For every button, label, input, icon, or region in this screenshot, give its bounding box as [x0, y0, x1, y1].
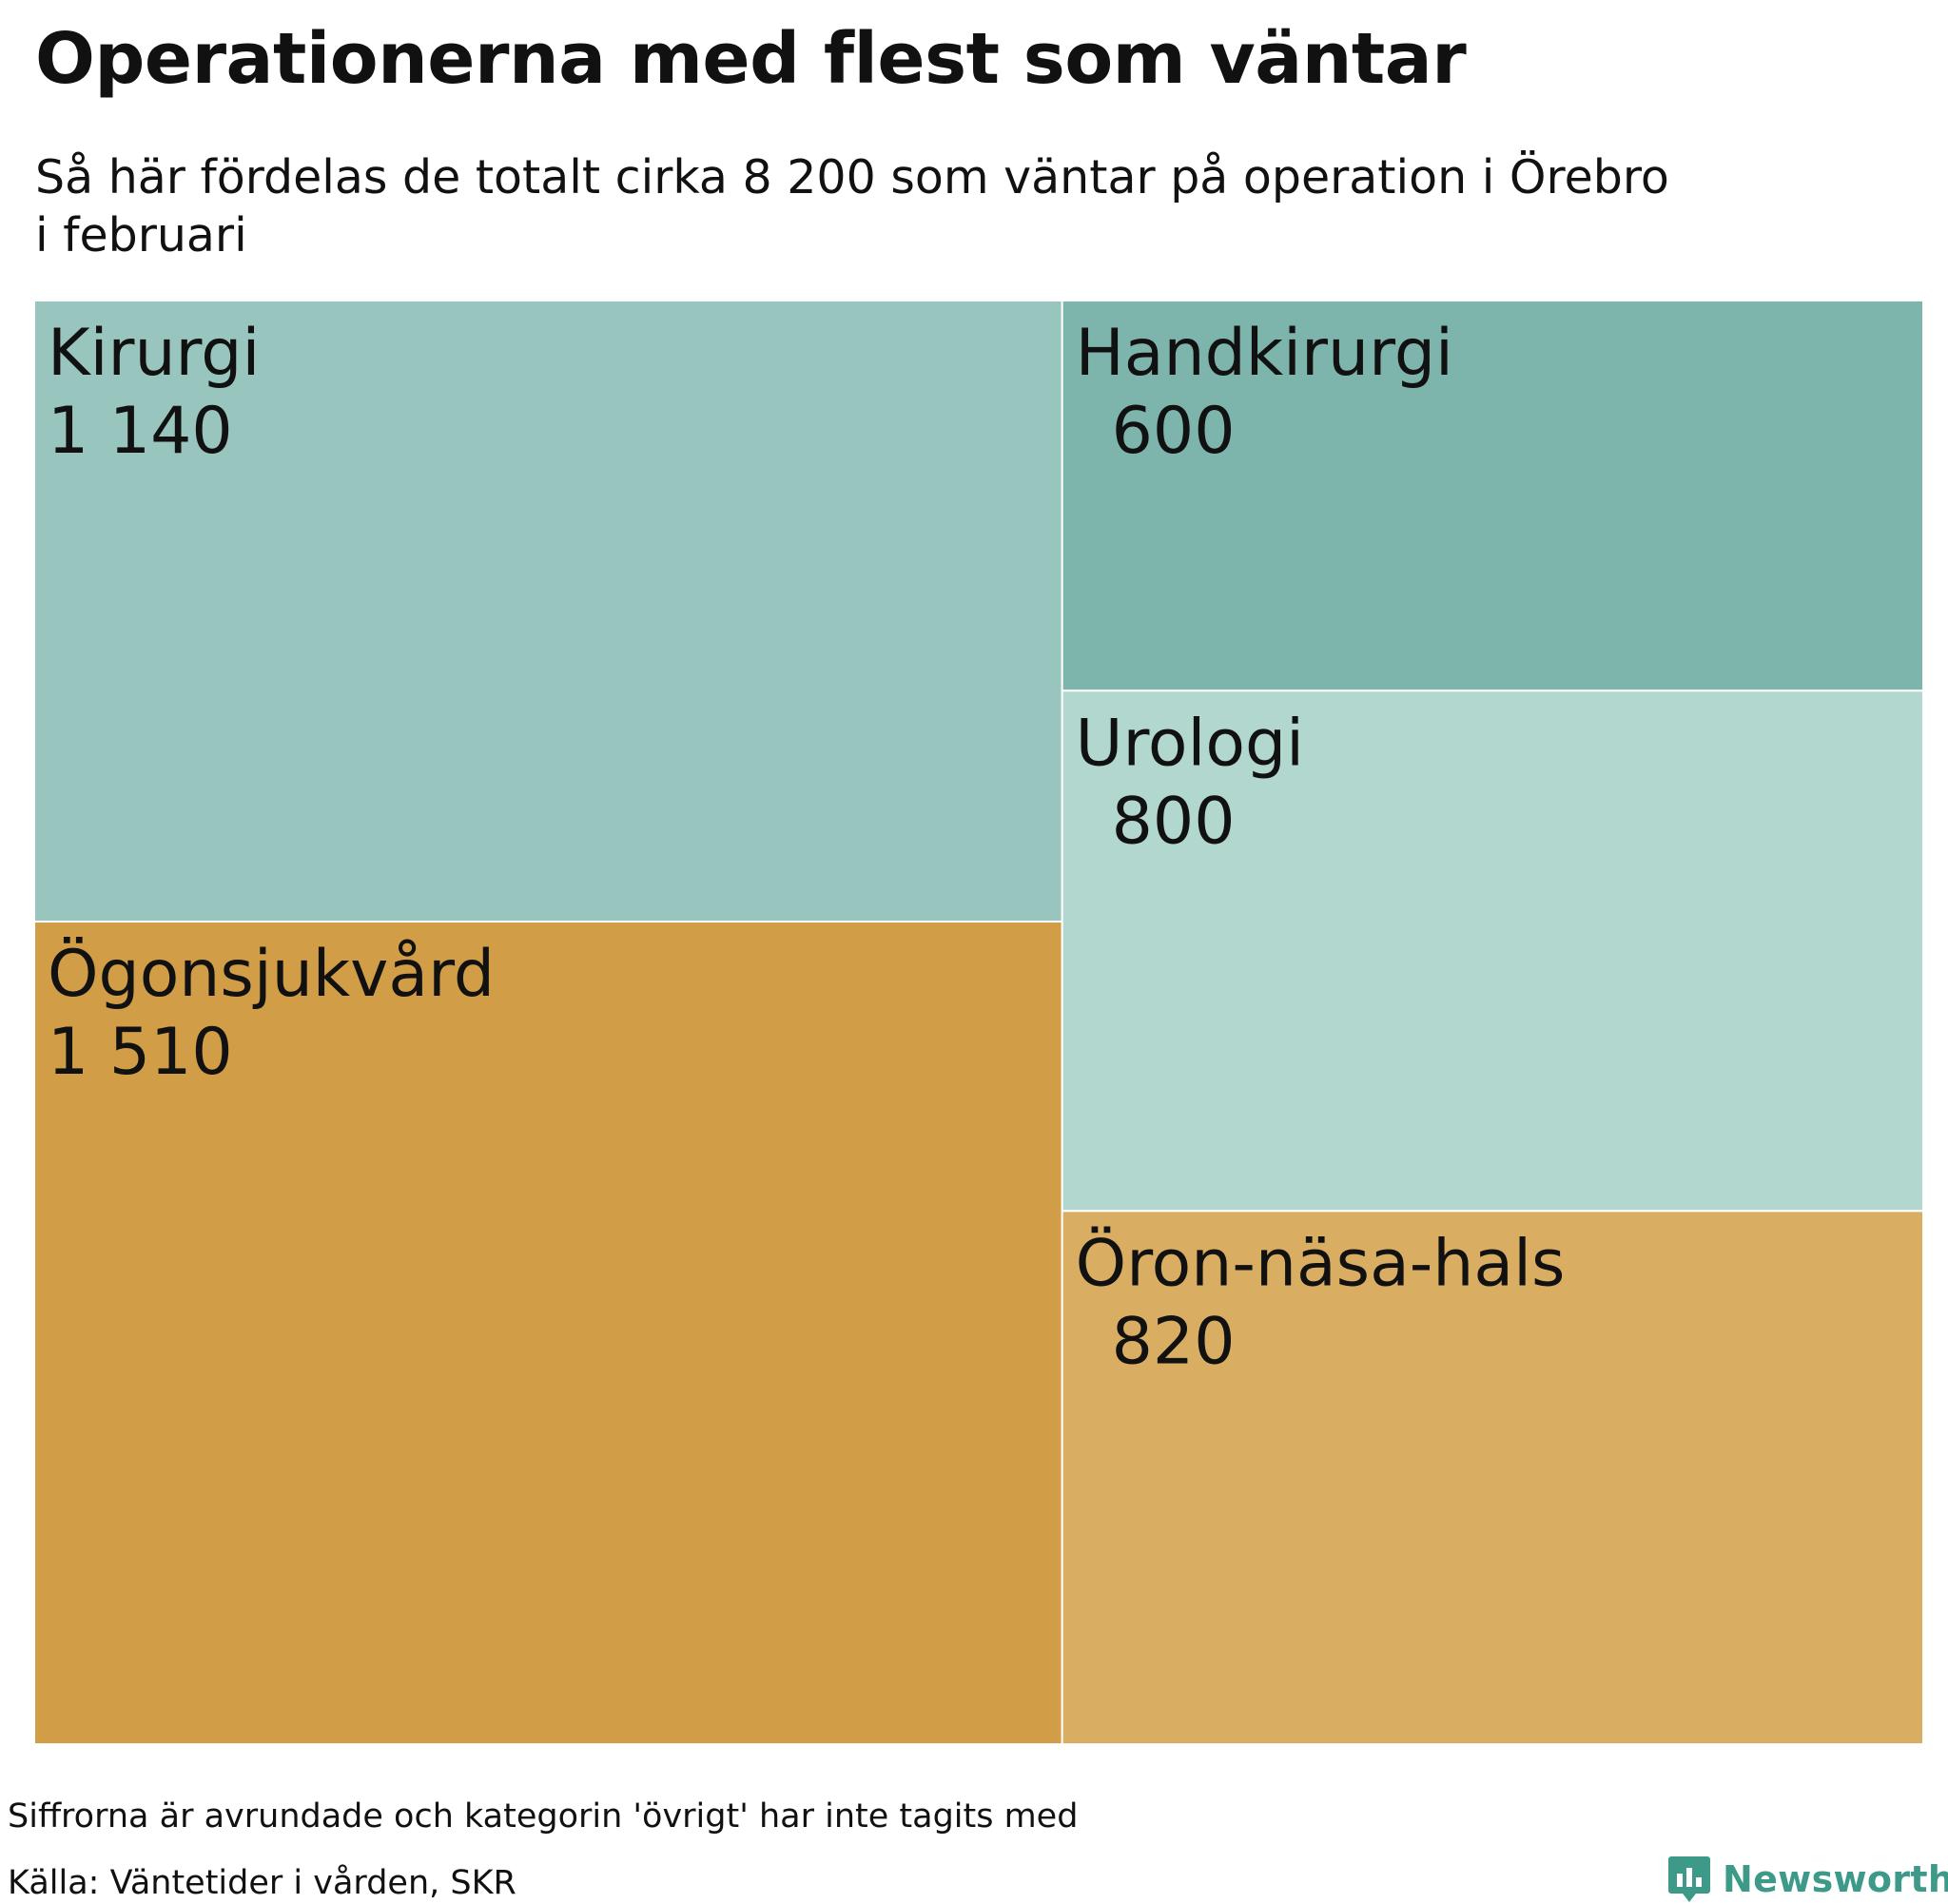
tile-label-urologi: Urologi	[1076, 706, 1304, 781]
newsworthy-logo-icon	[1668, 1856, 1710, 1902]
footnote: Siffrorna är avrundade och kategorin 'öv…	[8, 1797, 1079, 1836]
tile-handkirurgi	[1061, 300, 1924, 692]
tile-value-kirurgi: 1 140	[48, 394, 233, 469]
brand-name: Newsworthy	[1723, 1858, 1948, 1900]
tile-value-ogonsjukvard: 1 510	[48, 1015, 233, 1090]
tile-value-urologi: 800	[1112, 784, 1236, 859]
tile-label-handkirurgi: Handkirurgi	[1076, 316, 1453, 391]
tile-ogonsjukvard	[33, 921, 1063, 1745]
tile-value-handkirurgi: 600	[1112, 394, 1236, 469]
subtitle-line-2: i februari	[35, 208, 247, 262]
tile-label-oron-nasa-hals: Öron-näsa-hals	[1076, 1226, 1566, 1301]
chart-title: Operationerna med flest som väntar	[35, 18, 1467, 100]
brand-logo: Newsworthy	[1667, 1855, 1948, 1904]
tile-label-ogonsjukvard: Ögonsjukvård	[48, 937, 495, 1012]
chart-subtitle: Så här fördelas de totalt cirka 8 200 so…	[35, 148, 1747, 264]
tile-label-kirurgi: Kirurgi	[48, 316, 260, 391]
tile-oron-nasa-hals	[1061, 1210, 1924, 1745]
tile-value-oron-nasa-hals: 820	[1112, 1304, 1236, 1379]
subtitle-line-1: Så här fördelas de totalt cirka 8 200 so…	[35, 150, 1669, 204]
source-note: Källa: Väntetider i vården, SKR	[8, 1864, 516, 1902]
tile-urologi	[1061, 690, 1924, 1213]
